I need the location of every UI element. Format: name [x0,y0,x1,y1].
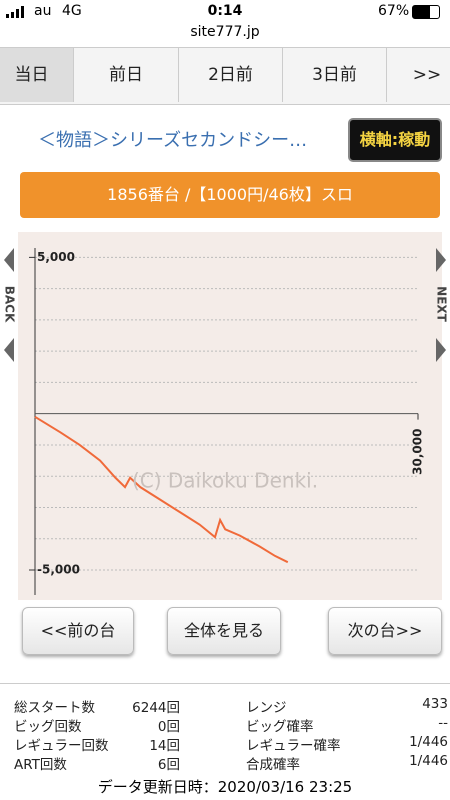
watermark: (C) Daikoku Denki. [132,469,318,493]
back-arrow[interactable] [4,338,14,362]
signal-icon [6,6,30,18]
divider [0,683,450,684]
stats-cell: 433 [422,696,448,712]
next-label[interactable]: NEXT [435,286,449,322]
updated: データ更新日時：2020/03/16 23:25 [97,778,353,796]
tab[interactable]: 当日 [0,48,74,102]
status-bar: au 4G 0:14 67% [0,0,450,24]
next-button[interactable]: 次の台>> [328,607,442,655]
machine-info: 1856番台 /【1000円/46枚】スロ [20,172,440,218]
next-arrow[interactable] [436,338,446,362]
battery-icon [412,5,440,19]
stats-cell: 1/446 [409,734,448,750]
tab-bar [0,47,450,105]
chart: BACK NEXT 5,000 -5,000 30,000 (C) Daikoku D… [3,232,449,600]
stats-cell: 1/446 [409,753,448,769]
battery-percent: 67% [378,3,410,19]
prev-button[interactable]: <<前の台 [22,607,134,655]
stats-cell: レンジ [246,700,287,716]
stats-cell: 合成確率 [246,757,300,773]
carrier: au [34,3,52,19]
stats-cell: 6回 [157,757,180,773]
axis-toggle[interactable]: 横軸:稼動 [348,118,442,162]
chart-bg [18,232,442,600]
stats-cell: ART回数 [14,757,67,773]
x-tick-label: 30,000 [411,429,425,475]
tab[interactable]: 前日 [74,48,179,102]
all-button[interactable]: 全体を見る [167,607,281,655]
url: site777.jp [190,24,260,40]
data-line [34,415,289,564]
back-label[interactable]: BACK [3,286,17,323]
y-tick-label: -5,000 [37,562,80,576]
y-tick-label: 5,000 [37,250,75,264]
stats-cell: -- [438,715,448,731]
stats-cell: 14回 [149,738,180,754]
tab[interactable]: >> [412,65,442,85]
network: 4G [62,3,82,19]
machine-title[interactable]: ＜物語＞シリーズセカンドシー… [38,130,308,151]
tab[interactable]: 2日前 [179,48,283,102]
next-arrow[interactable] [436,248,446,272]
stats-cell: ビッグ回数 [14,719,82,735]
stats-cell: ビッグ確率 [246,719,314,735]
stats-cell: レギュラー確率 [246,738,341,754]
stats-cell: 0回 [157,719,180,735]
stats-cell: 6244回 [132,700,180,716]
clock: 0:14 [207,3,243,19]
stats-cell: レギュラー回数 [14,738,109,754]
back-arrow[interactable] [4,248,14,272]
tab[interactable]: 3日前 [283,48,387,102]
stats-cell: 総スタート数 [14,700,95,716]
